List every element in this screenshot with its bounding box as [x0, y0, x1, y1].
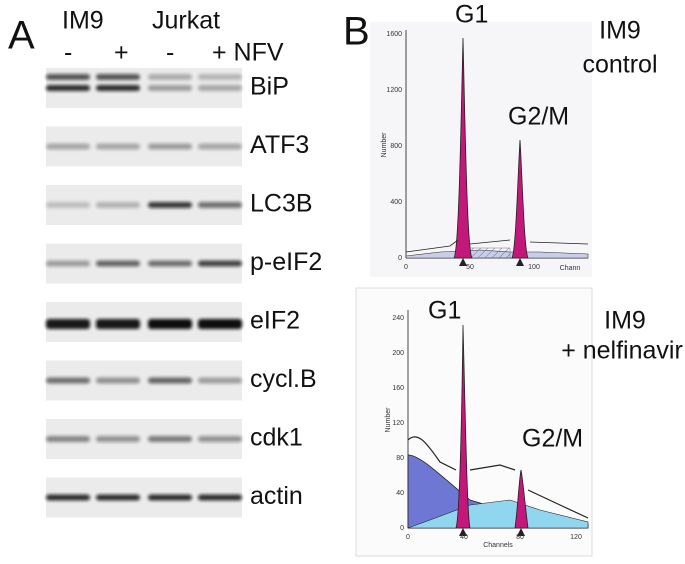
panel-label: A — [8, 14, 35, 58]
band — [96, 143, 140, 150]
y-tick-label: 1200 — [386, 87, 402, 94]
band — [96, 260, 140, 267]
panel-label: B — [343, 10, 370, 54]
x-tick-label: 100 — [528, 264, 540, 271]
band — [96, 74, 140, 80]
peak-label: G1 — [428, 297, 461, 325]
band — [46, 74, 90, 80]
axis-label: Number — [385, 407, 392, 433]
y-tick-label: 120 — [392, 420, 404, 427]
x-tick-label: 0 — [404, 264, 408, 271]
band — [148, 85, 192, 91]
x-tick-label: 120 — [570, 534, 582, 541]
band — [46, 260, 90, 267]
band — [96, 85, 140, 91]
histogram-frame — [370, 22, 592, 277]
histogram — [405, 30, 589, 266]
band — [46, 202, 90, 208]
band — [96, 494, 140, 501]
condition-label: IM9 — [599, 17, 641, 45]
condition-label: IM9 — [604, 307, 646, 335]
band — [198, 143, 242, 150]
band — [96, 436, 140, 442]
protein-label: ATF3 — [250, 131, 309, 159]
protein-label: eIF2 — [250, 307, 300, 335]
band — [148, 377, 192, 384]
protein-label: p-eIF2 — [250, 248, 322, 276]
peak-label: G2/M — [522, 425, 583, 453]
y-tick-label: 800 — [390, 143, 402, 150]
band — [198, 260, 242, 267]
band — [198, 377, 242, 384]
y-tick-label: 1600 — [386, 31, 402, 38]
band — [96, 202, 140, 208]
band — [148, 202, 192, 208]
protein-label: actin — [250, 482, 303, 510]
band — [46, 143, 90, 150]
peak-label: G1 — [455, 1, 488, 29]
x-tick-label: 40 — [460, 534, 468, 541]
treatment-label: - — [166, 39, 174, 67]
y-tick-label: 0 — [400, 525, 404, 532]
band — [148, 494, 192, 501]
treatment-label: - — [64, 39, 72, 67]
y-tick-label: 0 — [398, 255, 402, 262]
band — [148, 436, 192, 442]
y-tick-label: 40 — [396, 490, 404, 497]
y-tick-label: 400 — [390, 199, 402, 206]
y-tick-label: 80 — [396, 455, 404, 462]
y-tick-label: 160 — [392, 385, 404, 392]
band — [198, 319, 242, 329]
axis-label: Chann — [560, 265, 581, 272]
group-label: IM9 — [62, 7, 104, 35]
histogram — [407, 310, 589, 536]
band — [46, 85, 90, 91]
band — [148, 74, 192, 80]
x-tick-label: 0 — [406, 534, 410, 541]
band — [46, 377, 90, 384]
band — [96, 319, 140, 329]
treatment-label: + — [114, 39, 129, 67]
condition-label: + nelfinavir — [561, 337, 683, 365]
band — [198, 202, 242, 208]
band — [198, 494, 242, 501]
protein-label: BiP — [250, 73, 289, 101]
protein-label: LC3B — [250, 190, 313, 218]
band — [198, 85, 242, 91]
y-tick-label: 200 — [392, 350, 404, 357]
band — [96, 377, 140, 384]
group-label: Jurkat — [152, 7, 220, 35]
protein-label: cdk1 — [250, 424, 303, 452]
axis-label: Number — [381, 132, 388, 158]
protein-label: cycl.B — [250, 365, 317, 393]
y-tick-label: 240 — [392, 315, 404, 322]
band — [148, 319, 192, 329]
band — [46, 319, 90, 329]
treatment-label: + NFV — [212, 39, 284, 67]
x-tick-label: 80 — [516, 534, 524, 541]
condition-label: control — [582, 51, 657, 79]
band — [46, 436, 90, 442]
x-tick-label: 50 — [466, 264, 474, 271]
band — [46, 494, 90, 501]
band — [148, 143, 192, 150]
band — [198, 436, 242, 442]
band — [148, 260, 192, 267]
band — [198, 74, 242, 80]
axis-label: Channels — [483, 542, 513, 549]
peak-label: G2/M — [508, 103, 569, 131]
